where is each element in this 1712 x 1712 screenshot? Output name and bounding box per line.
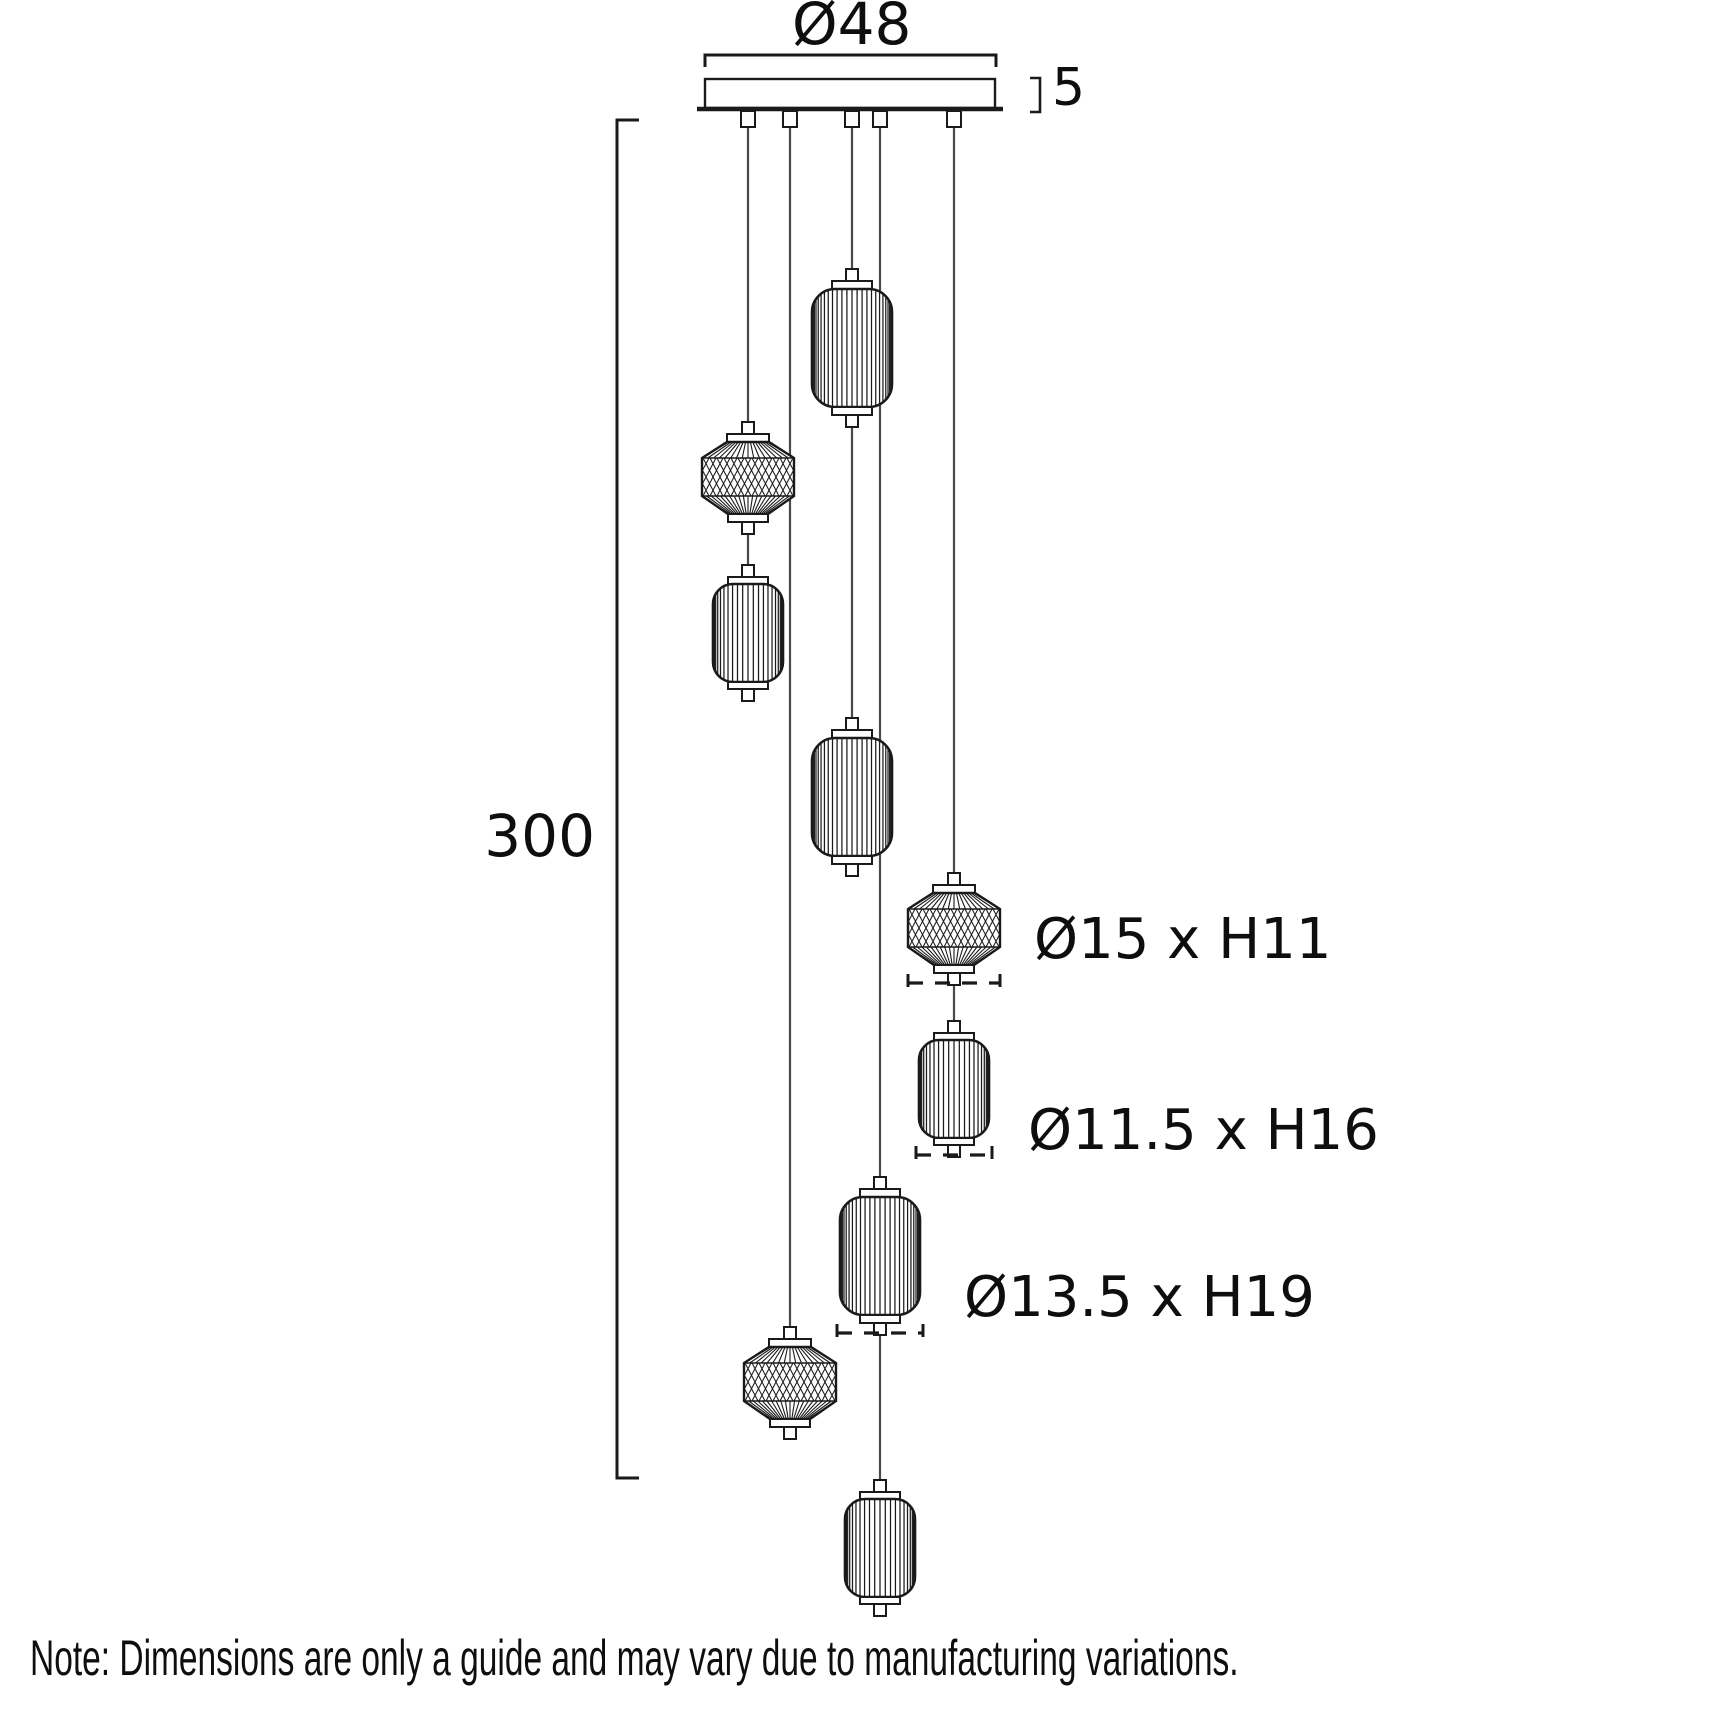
disclaimer-note: Note: Dimensions are only a guide and ma… xyxy=(30,1630,1239,1686)
diamond-shade-size-label: Ø15 x H11 xyxy=(1034,907,1332,972)
small-ribbed-shade-size-label: Ø11.5 x H16 xyxy=(1028,1098,1379,1163)
large-ribbed-shade-size-label: Ø13.5 x H19 xyxy=(964,1265,1315,1330)
canopy-diameter-label: Ø48 xyxy=(792,0,912,58)
drop-length-label: 300 xyxy=(484,802,595,870)
canopy-height-label: 5 xyxy=(1052,58,1086,118)
